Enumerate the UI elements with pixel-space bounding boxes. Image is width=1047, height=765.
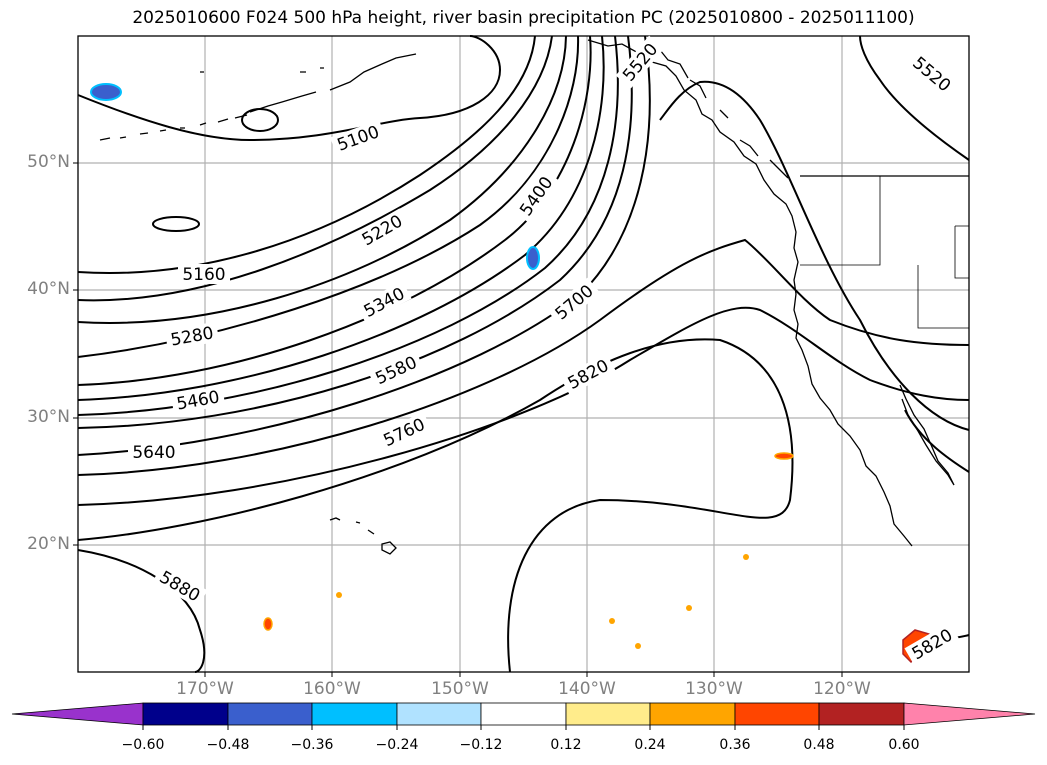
lat-label-20n: 20°N [27,534,70,554]
lat-label-40n: 40°N [27,279,70,299]
colorbar-label: −0.60 [121,737,165,753]
coastlines [99,39,969,555]
colorbar-label: −0.24 [375,737,419,753]
lon-label-170w: 170°W [176,679,234,699]
gridlines [78,36,969,672]
lon-label-120w: 120°W [813,679,871,699]
colorbar-label: 0.12 [550,737,582,753]
colorbar-label: 0.60 [888,737,920,753]
colorbar-label: 0.36 [719,737,751,753]
colorbar-label: −0.48 [206,737,250,753]
lon-label-150w: 150°W [431,679,489,699]
lon-label-140w: 140°W [558,679,616,699]
map-title: 2025010600 F024 500 hPa height, river ba… [132,8,915,28]
lat-label-50n: 50°N [27,152,70,172]
colorbar-label: −0.12 [459,737,503,753]
colorbar-label: −0.36 [290,737,334,753]
lon-label-130w: 130°W [685,679,743,699]
contour-label-5640: 5640 [132,443,175,463]
colorbar-label: 0.48 [803,737,835,753]
colorbar [11,702,1036,726]
colorbar-label: 0.24 [634,737,666,753]
lon-label-160w: 160°W [303,679,361,699]
colorbar-extend-low [11,702,144,726]
colorbar-extend-high [903,702,1036,726]
contour-label-5160: 5160 [182,265,225,285]
lat-label-30n: 30°N [27,407,70,427]
